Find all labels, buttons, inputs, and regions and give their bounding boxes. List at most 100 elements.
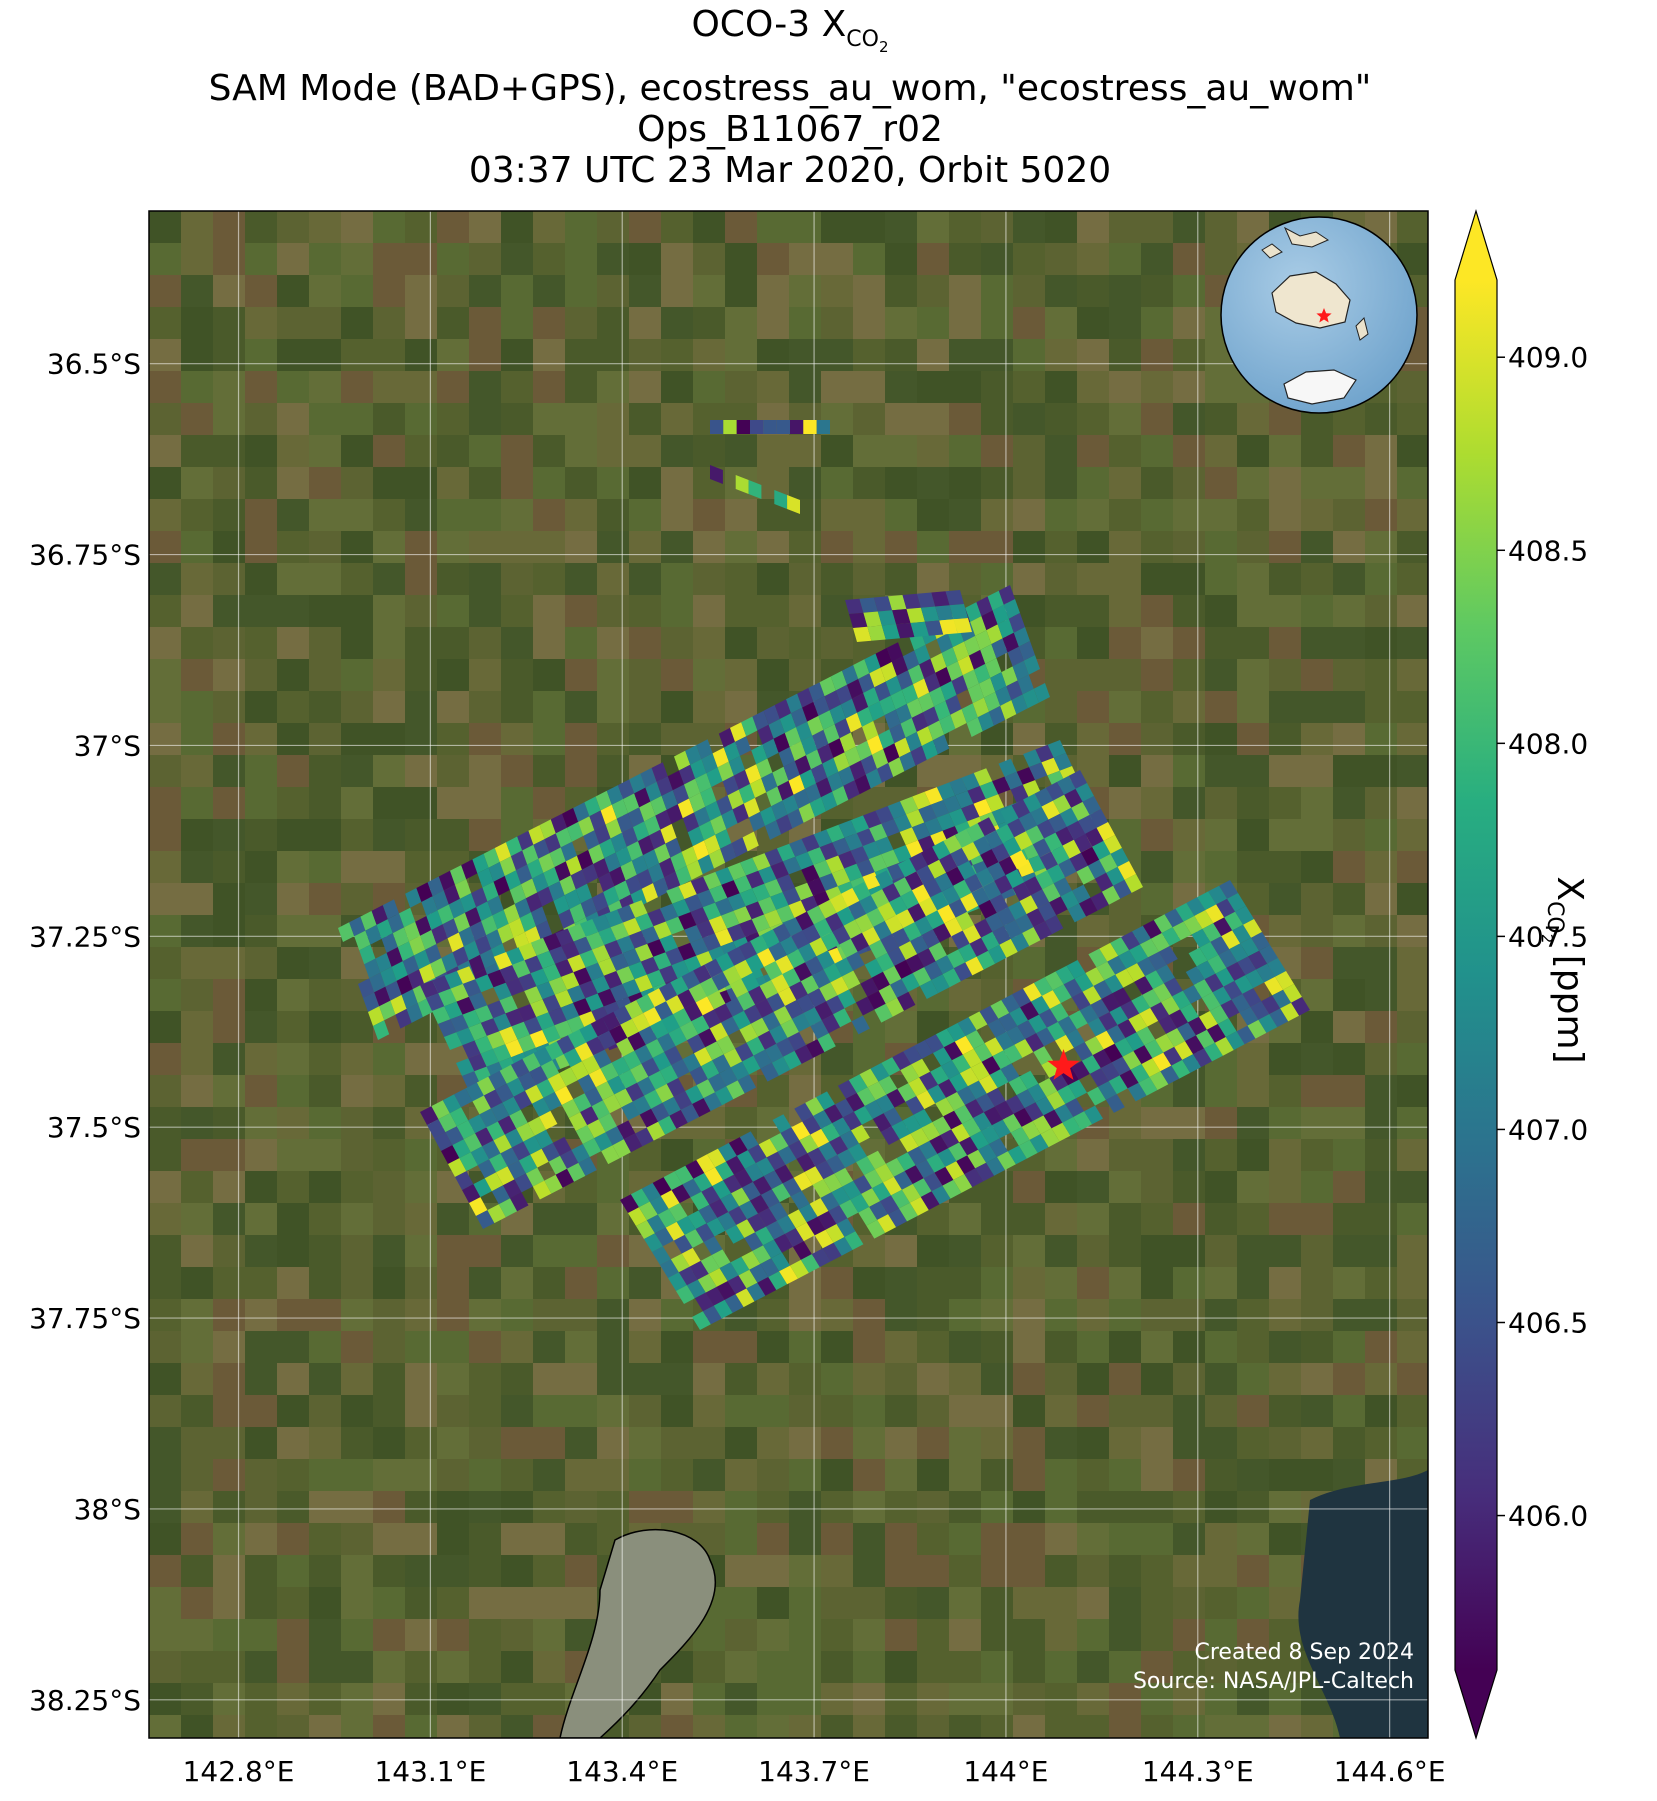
- sounding-footprint: [1082, 796, 1101, 815]
- terrain-tile: [853, 1267, 885, 1299]
- terrain-tile: [693, 595, 725, 627]
- terrain-tile: [821, 467, 853, 499]
- terrain-tile: [1333, 659, 1365, 691]
- terrain-tile: [725, 563, 757, 595]
- sounding-footprint: [536, 1012, 555, 1030]
- terrain-tile: [309, 307, 341, 339]
- sounding-footprint: [432, 890, 449, 911]
- sounding-footprint: [782, 968, 801, 988]
- sounding-footprint: [830, 976, 849, 996]
- sounding-footprint: [812, 729, 829, 750]
- terrain-tile: [1301, 1459, 1333, 1491]
- sounding-footprint: [519, 912, 536, 932]
- terrain-tile: [405, 659, 437, 691]
- terrain-tile: [373, 1235, 405, 1267]
- terrain-tile: [149, 1011, 181, 1043]
- sounding-footprint: [1267, 958, 1286, 977]
- sounding-footprint: [534, 1129, 553, 1149]
- terrain-tile: [1045, 595, 1077, 627]
- terrain-tile: [437, 243, 469, 275]
- terrain-tile: [853, 1715, 885, 1738]
- sounding-footprint: [368, 1006, 385, 1026]
- sounding-footprint: [1001, 666, 1018, 687]
- sounding-footprint: [415, 916, 432, 936]
- sounding-footprint: [573, 967, 592, 986]
- terrain-tile: [501, 1555, 533, 1587]
- sounding-footprint: [747, 1213, 766, 1233]
- terrain-tile: [597, 1427, 629, 1459]
- terrain-tile: [949, 467, 981, 499]
- sounding-footprint: [764, 879, 783, 897]
- sounding-footprint: [825, 912, 844, 932]
- sounding-footprint: [689, 1066, 708, 1086]
- sounding-footprint: [479, 1108, 498, 1128]
- sounding-footprint: [382, 899, 399, 920]
- sounding-footprint: [1054, 1104, 1074, 1123]
- sounding-footprint: [850, 815, 870, 834]
- sounding-footprint: [992, 776, 1011, 795]
- sounding-footprint: [477, 1159, 497, 1179]
- terrain-tile: [1045, 1299, 1077, 1331]
- sounding-footprint: [771, 974, 790, 993]
- terrain-tile: [1013, 1555, 1045, 1587]
- sounding-footprint: [924, 817, 943, 836]
- sounding-footprint: [946, 661, 963, 681]
- sounding-footprint: [836, 1218, 856, 1237]
- terrain-tile: [757, 1619, 789, 1651]
- sounding-footprint: [639, 1108, 659, 1128]
- sounding-footprint: [927, 859, 947, 879]
- terrain-tile: [1301, 1011, 1333, 1043]
- sounding-footprint: [575, 883, 592, 904]
- sounding-footprint: [859, 597, 878, 613]
- sounding-footprint: [510, 1192, 529, 1212]
- sounding-footprint: [782, 1177, 802, 1197]
- sounding-footprint: [774, 1233, 793, 1253]
- sounding-footprint: [375, 952, 392, 973]
- sounding-footprint: [648, 863, 665, 884]
- terrain-tile: [885, 1587, 917, 1619]
- terrain-tile: [469, 1267, 501, 1299]
- sounding-footprint: [902, 593, 921, 609]
- terrain-tile: [597, 1459, 629, 1491]
- sounding-footprint: [1145, 970, 1164, 990]
- terrain-tile: [1397, 627, 1428, 659]
- sounding-footprint: [936, 782, 956, 801]
- sounding-footprint: [848, 1074, 868, 1093]
- terrain-tile: [437, 275, 469, 307]
- sounding-footprint: [975, 630, 992, 650]
- terrain-tile: [501, 1427, 533, 1459]
- terrain-tile: [1205, 211, 1237, 243]
- terrain-tile: [725, 371, 757, 403]
- sounding-footprint: [1012, 660, 1029, 681]
- terrain-tile: [1045, 1619, 1077, 1651]
- terrain-tile: [469, 787, 501, 819]
- terrain-tile: [245, 851, 277, 883]
- terrain-tile: [341, 1651, 373, 1683]
- sounding-footprint: [872, 1113, 892, 1132]
- sounding-footprint: [954, 1105, 973, 1124]
- sounding-footprint: [729, 978, 749, 998]
- terrain-tile: [501, 1299, 533, 1331]
- sounding-footprint: [970, 1061, 990, 1081]
- terrain-tile: [245, 1491, 277, 1523]
- sounding-footprint: [639, 801, 656, 822]
- terrain-tile: [341, 1107, 373, 1139]
- terrain-tile: [1109, 467, 1141, 499]
- terrain-tile: [181, 691, 213, 723]
- sounding-footprint: [935, 667, 952, 687]
- terrain-tile: [437, 1395, 469, 1427]
- sounding-footprint: [499, 965, 519, 983]
- terrain-tile: [1109, 659, 1141, 691]
- terrain-tile: [981, 339, 1013, 371]
- sounding-footprint: [785, 1000, 804, 1019]
- sounding-footprint: [505, 1039, 524, 1058]
- y-tick-label: 37°S: [74, 729, 141, 762]
- terrain-tile: [981, 275, 1013, 307]
- terrain-tile: [309, 403, 341, 435]
- sounding-footprint: [737, 1074, 757, 1094]
- sounding-footprint: [638, 1201, 658, 1221]
- sounding-footprint: [605, 818, 622, 839]
- terrain-tile: [629, 1459, 661, 1491]
- sounding-footprint: [826, 995, 845, 1015]
- terrain-tile: [373, 243, 405, 275]
